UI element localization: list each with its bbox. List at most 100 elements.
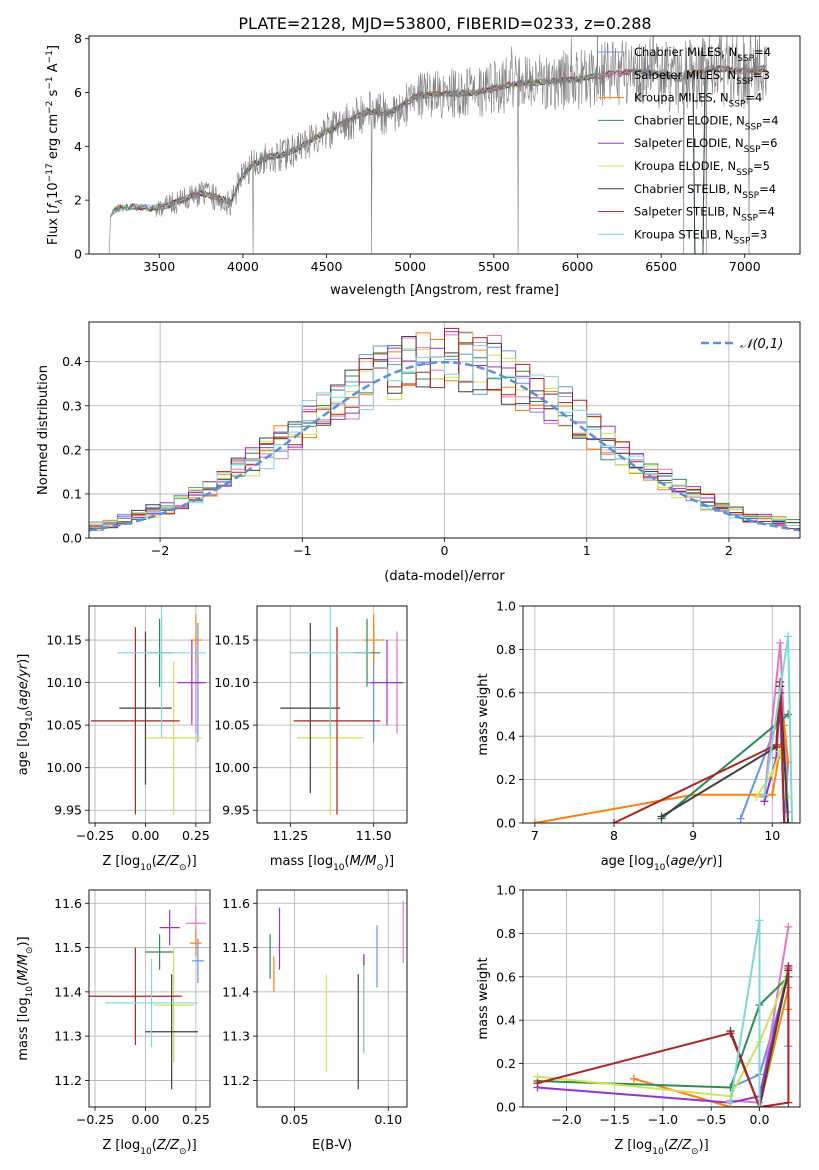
- y-tick-label: 10.05: [214, 718, 250, 733]
- x-tick-label: 6500: [645, 259, 677, 274]
- y-tick-label: 9.95: [222, 803, 250, 818]
- x-tick-label: 5500: [478, 259, 510, 274]
- y-tick-label: 0.3: [62, 398, 82, 413]
- legend-label: Chabrier ELODIE, NSSP=4: [634, 113, 779, 132]
- data-marker: [768, 769, 777, 778]
- y-axis-label: mass weight: [476, 957, 491, 1039]
- data-marker: [776, 638, 785, 647]
- y-axis-label: mass [log10(M/M⊙)]: [16, 936, 35, 1060]
- data-marker: [533, 1079, 542, 1088]
- error-bar-chabrier-elodie: [145, 934, 174, 970]
- x-tick-label: 0: [441, 543, 449, 558]
- y-tick-label: 10.15: [214, 633, 250, 648]
- legend-label: Chabrier STELIB, NSSP=4: [634, 182, 776, 201]
- weight-series-kroupa-stelib: [760, 632, 797, 823]
- data-spectrum: [108, 36, 767, 254]
- legend-entry: Chabrier ELODIE, NSSP=4: [598, 113, 779, 132]
- x-tick-label: −0.25: [76, 828, 114, 843]
- y-tick-label: 1.0: [496, 599, 516, 614]
- y-tick-label: 11.5: [222, 940, 250, 955]
- y-tick-label: 0: [74, 247, 82, 262]
- y-tick-label: 11.3: [54, 1029, 82, 1044]
- x-tick-label: 9: [689, 828, 697, 843]
- y-axis-label: Flux [fλ10−17 erg cm−2 s−1 A−1]: [45, 45, 65, 245]
- plot-area: [269, 901, 404, 1090]
- legend-entry: Kroupa STELIB, NSSP=3: [598, 227, 767, 246]
- x-axis-label: Z [log10(Z/Z⊙)]: [102, 854, 196, 873]
- axes-frame: [88, 321, 801, 539]
- x-axis-label: Z [log10(Z/Z⊙)]: [102, 1138, 196, 1157]
- data-marker: [780, 819, 789, 823]
- y-tick-label: 0.4: [496, 1013, 516, 1028]
- x-tick-label: 0.10: [374, 1112, 402, 1127]
- x-tick-label: −0.5: [696, 1112, 726, 1127]
- axes-frame: [256, 605, 408, 824]
- error-bar-salpeter-stelib: [293, 627, 381, 815]
- plot-area: [89, 327, 800, 532]
- data-marker: [755, 916, 764, 925]
- x-tick-label: 4000: [227, 259, 259, 274]
- gaussian-curve: [89, 360, 800, 532]
- legend-label: Kroupa STELIB, NSSP=3: [634, 227, 767, 246]
- x-axis-label: age [log10(age/yr)]: [601, 854, 723, 873]
- x-tick-label: 4500: [311, 259, 343, 274]
- y-tick-label: 11.6: [222, 896, 250, 911]
- legend-entry: Salpeter MILES, NSSP=3: [598, 68, 770, 87]
- y-tick-label: 1.0: [496, 883, 516, 898]
- x-tick-label: −2.0: [551, 1112, 581, 1127]
- x-tick-label: 0.25: [182, 1112, 210, 1127]
- error-bar-salpeter-stelib: [91, 627, 180, 815]
- plot-area: [530, 632, 797, 823]
- data-marker: [784, 961, 793, 970]
- y-tick-label: 10.00: [46, 760, 82, 775]
- panel-spectrum: 3500 4000 4500 5000 5500 6000 6500 7000 0 2 4 6 8 wav…: [45, 31, 801, 298]
- y-tick-label: 6: [74, 85, 82, 100]
- y-tick-label: 10.00: [214, 760, 250, 775]
- legend-label: Salpeter STELIB, NSSP=4: [634, 205, 775, 224]
- legend-entry: Kroupa MILES, NSSP=4: [598, 91, 762, 110]
- x-tick-label: 0.00: [132, 1112, 160, 1127]
- weight-series-salpeter-stelib: [610, 677, 789, 823]
- legend-label: Chabrier MILES, NSSP=4: [634, 45, 771, 64]
- x-tick-label: 0.25: [182, 828, 210, 843]
- error-bar-chabrier-stelib: [119, 631, 172, 785]
- y-tick-label: 11.2: [222, 1073, 250, 1088]
- panel-mass_vs_Z: −0.25 0.00 0.25 11.2 11.3 11.4 11.5 11.6 Z [log1…: [16, 889, 211, 1157]
- panel-mass_vs_EBV: 0.05 0.10 11.2 11.3 11.4 11.5 11.6 E(B-V): [222, 889, 408, 1153]
- data-marker: [784, 632, 793, 641]
- x-tick-label: −0.25: [76, 1112, 114, 1127]
- x-tick-label: 7000: [729, 259, 761, 274]
- legend-label: Kroupa MILES, NSSP=4: [634, 91, 762, 110]
- y-tick-label: 10.10: [46, 675, 82, 690]
- data-marker: [768, 790, 777, 799]
- y-tick-label: 0.4: [496, 729, 516, 744]
- y-tick-label: 0.4: [62, 354, 82, 369]
- legend-label: 𝒩(0,1): [740, 337, 783, 352]
- y-axis-label: age [log10(age/yr)]: [16, 654, 35, 776]
- x-tick-label: 0.00: [132, 828, 160, 843]
- data-marker: [610, 819, 619, 823]
- figure-title: PLATE=2128, MJD=53800, FIBERID=0233, z=0…: [238, 14, 651, 33]
- x-tick-label: 2: [725, 543, 733, 558]
- legend-entry: Kroupa ELODIE, NSSP=5: [598, 159, 770, 178]
- y-tick-label: 11.3: [222, 1029, 250, 1044]
- data-marker: [760, 790, 769, 799]
- error-bar-salpeter-elodie: [159, 909, 180, 946]
- plot-area: [280, 606, 404, 815]
- plot-area: [89, 905, 206, 1090]
- data-marker: [755, 1103, 764, 1107]
- error-bar-kroupa-stelib: [117, 606, 206, 738]
- y-tick-label: 9.95: [54, 803, 82, 818]
- x-axis-label: (data-model)/error: [384, 569, 505, 584]
- data-marker: [736, 814, 745, 823]
- y-tick-label: 4: [74, 139, 82, 154]
- data-marker: [784, 1098, 793, 1107]
- x-tick-label: 7: [531, 828, 539, 843]
- axes-frame: [522, 605, 801, 824]
- x-axis-label: Z [log10(Z/Z⊙)]: [614, 1138, 708, 1157]
- y-axis-label: Normed distribution: [36, 365, 51, 495]
- panel-age_vs_Z: −0.25 0.00 0.25 9.95 10.00 10.05 10.10 10.15 Z […: [16, 605, 211, 873]
- plot-area: [533, 916, 793, 1107]
- legend-entry: Chabrier STELIB, NSSP=4: [598, 182, 776, 201]
